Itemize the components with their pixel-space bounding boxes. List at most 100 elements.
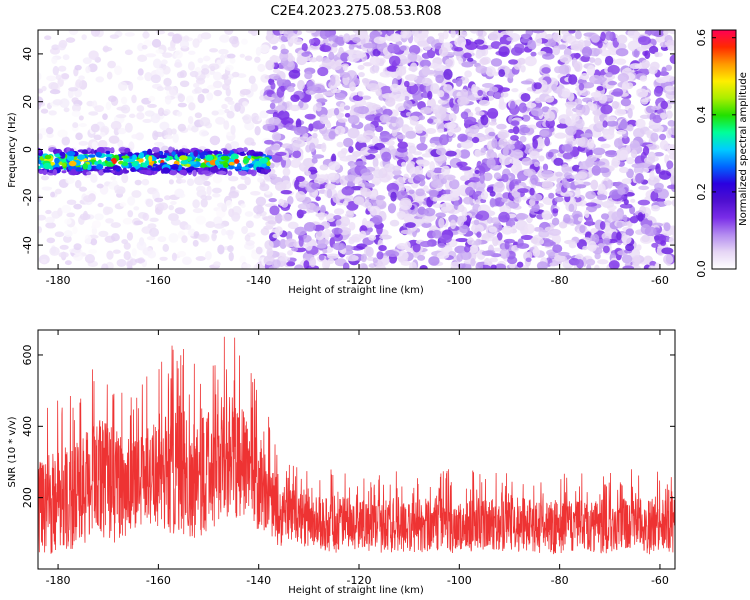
spectrogram-cell [536,261,549,269]
spectrogram-cell [435,212,446,218]
spectrogram-cell [141,44,148,50]
spectrogram-cell [432,64,446,71]
spectrogram-cell [400,30,408,39]
spectrogram-cell [184,224,192,230]
spectrogram-cell [121,155,130,159]
spectrogram-cell [227,100,235,105]
spectrogram-cell [213,216,223,226]
spectrogram-cell [189,70,199,78]
spectrogram-cell [564,101,578,108]
spectrogram-cell [250,30,258,37]
spectrogram-cell [278,198,285,206]
spectrogram-cell [66,154,75,162]
spectrogram-cell [621,254,633,264]
spectrogram-cell [599,221,606,230]
spectrogram-cell [512,125,520,135]
spectrogram-cell [621,178,632,185]
spectrogram-cell [589,57,596,63]
spectrogram-cell [38,194,42,203]
spectrogram-cell [577,216,584,222]
spectrogram-cell [271,54,278,63]
spectrogram-cell [230,124,236,135]
spectrogram-cell [187,161,197,165]
spectrogram-cell [450,187,461,198]
spectrogram-cell [41,186,53,191]
spectrogram-cell [271,259,281,269]
spectrogram-cell [624,67,632,72]
spectrogram-cell [62,235,72,243]
spectrogram-cell [380,137,390,143]
spectrogram-cell [280,48,289,55]
spectrogram-cell [510,135,519,141]
spectrogram-cell [82,163,89,170]
spectrogram-cell [302,94,310,102]
spectrogram-cell [229,35,239,45]
spectrogram-cell [240,175,248,180]
spectrogram-cell [493,92,502,100]
spectrogram-cell [638,36,652,46]
spectrogram-cell [490,217,502,224]
spectrogram-cell [498,211,510,223]
spectrogram-cell [135,132,144,141]
spectrogram-cell [542,53,555,60]
spectrogram-cell [348,236,360,241]
spectrogram-cell [257,63,266,72]
spectrogram-cell [174,207,186,215]
spectrogram-cell [131,94,137,104]
spectrogram-cell [343,105,351,111]
spectrogram-cell [63,107,70,113]
snr-y-tick-label: 200 [21,487,34,508]
spectrogram-cell [376,224,383,235]
spectrogram-cell [334,125,346,136]
spectrogram-cell [64,260,72,266]
spectrogram-cell [102,113,108,120]
spectrogram-cell [228,190,240,199]
spectrogram-cell [137,68,144,76]
spectrogram-cell [372,157,379,168]
spectrogram-cell [396,146,408,153]
spectrogram-cell [379,85,393,95]
spectrogram-cell [464,41,478,50]
spectrogram-cell [598,167,610,174]
spectrogram-cell [605,120,619,127]
spectrogram-cell [454,47,464,52]
spectrogram-cell [98,230,109,238]
spectrogram-cell [403,80,410,88]
spectrogram-cell [443,174,456,181]
spectrogram-cell [668,235,675,245]
spectrogram-cell [38,72,42,81]
spectrogram-cell [576,108,584,116]
spectrogram-cell [286,261,296,267]
spectrogram-cell [269,144,281,151]
spectrogram-cell [630,149,638,159]
spectrogram-cell [182,256,192,265]
spectrogram-cell [405,222,416,228]
spectrogram-cell [38,169,44,174]
spectrogram-cell [440,202,453,212]
spectrogram-cell [308,44,322,51]
spectrogram-cell [52,99,63,106]
spectrogram-cell [549,262,557,267]
spectrogram-cell [487,107,499,119]
spectrogram-cell [560,191,574,197]
spectrogram-cell [356,243,368,250]
spectrogram-cell [196,185,206,193]
spectrogram-cell [259,157,268,164]
spectrogram-cell [287,52,293,62]
spectrogram-cell [295,175,305,182]
spectrogram-cell [311,182,321,190]
spectrogram-cell [259,44,270,54]
spectrogram-cell [110,175,117,181]
spectrogram-cell [289,104,301,112]
spectrogram-cell [105,150,111,155]
spectrogram-cell [389,33,402,43]
spectrogram-cell [457,31,468,38]
spectrogram-cell [568,241,577,249]
spectrogram-cell [457,215,465,227]
spectrogram-cell [158,154,167,159]
spectrogram-cell [45,127,54,135]
spectrogram-cell [438,173,444,180]
spectrogram-cell [93,134,102,141]
spectrogram-cell [334,79,341,87]
spectrogram-cell [176,189,185,198]
